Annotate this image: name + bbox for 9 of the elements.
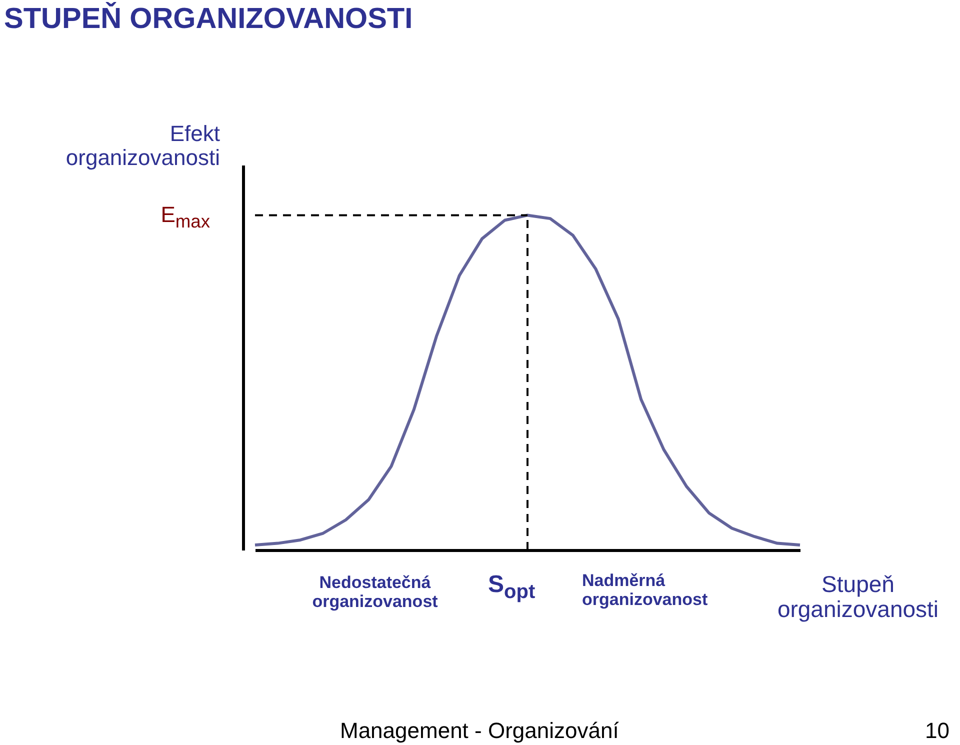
text: 10 (925, 718, 950, 744)
text: Nadměrná organizovanost (582, 571, 709, 610)
text: Management - Organizování (340, 718, 619, 744)
text: Nedostatečná organizovanost (311, 573, 439, 612)
x-axis-title: Stupeň organizovanosti (776, 571, 940, 623)
ref-line-label: E$_{max}$ (160, 202, 210, 232)
y-axis-title: Efekt organizovanosti (64, 121, 220, 170)
text: S$_{opt}$ (488, 571, 536, 603)
chart-title: STUPEŇ ORGANIZOVANOSTI (4, 3, 413, 36)
